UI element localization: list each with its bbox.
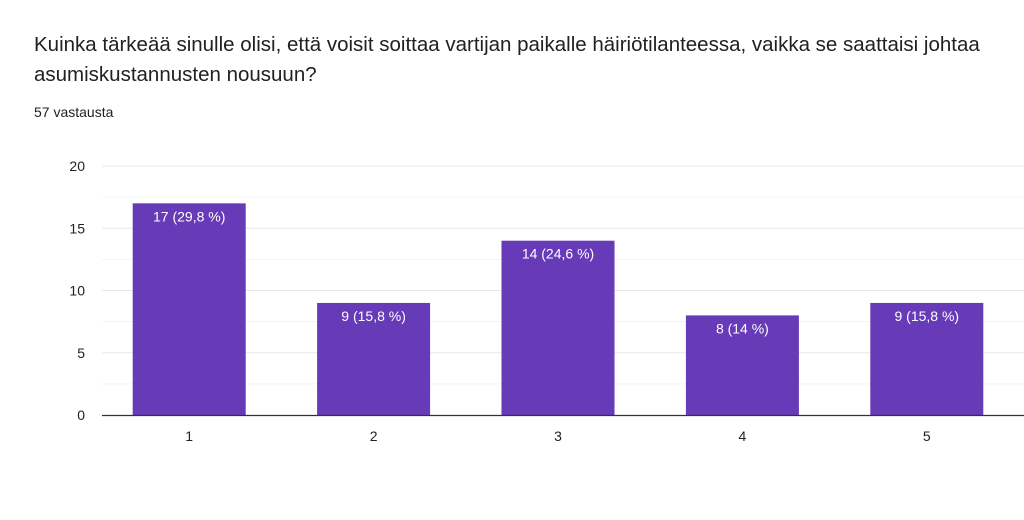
response-count: 57 vastausta	[34, 104, 114, 120]
bar-data-label: 9 (15,8 %)	[341, 308, 406, 324]
bar-data-labels: 17 (29,8 %) 9 (15,8 %) 14 (24,6 %) 8 (14 %)…	[153, 208, 959, 336]
y-tick-label: 5	[77, 345, 85, 361]
bar-data-label: 8 (14 %)	[716, 320, 769, 336]
y-axis-ticks: 0 5 10 15 20	[69, 158, 85, 423]
x-axis-ticks: 1 2 3 4 5	[185, 428, 931, 444]
question-title: Kuinka tärkeää sinulle olisi, että voisi…	[34, 33, 980, 86]
bar-data-label: 17 (29,8 %)	[153, 208, 225, 224]
bar-1	[132, 203, 246, 415]
y-tick-label: 0	[77, 407, 85, 423]
bar-2	[317, 302, 431, 415]
y-tick-label: 10	[69, 283, 85, 299]
bars	[132, 203, 984, 415]
bar-4	[685, 315, 799, 415]
x-tick-label: 5	[923, 428, 931, 444]
x-tick-label: 3	[554, 428, 562, 444]
bar-data-label: 14 (24,6 %)	[522, 246, 594, 262]
bar-5	[870, 302, 984, 415]
x-tick-label: 1	[185, 428, 193, 444]
x-tick-label: 4	[739, 428, 747, 444]
y-tick-label: 20	[69, 158, 85, 174]
y-tick-label: 15	[69, 220, 85, 236]
bar-3	[501, 240, 615, 415]
x-tick-label: 2	[370, 428, 378, 444]
bar-data-label: 9 (15,8 %)	[895, 308, 960, 324]
